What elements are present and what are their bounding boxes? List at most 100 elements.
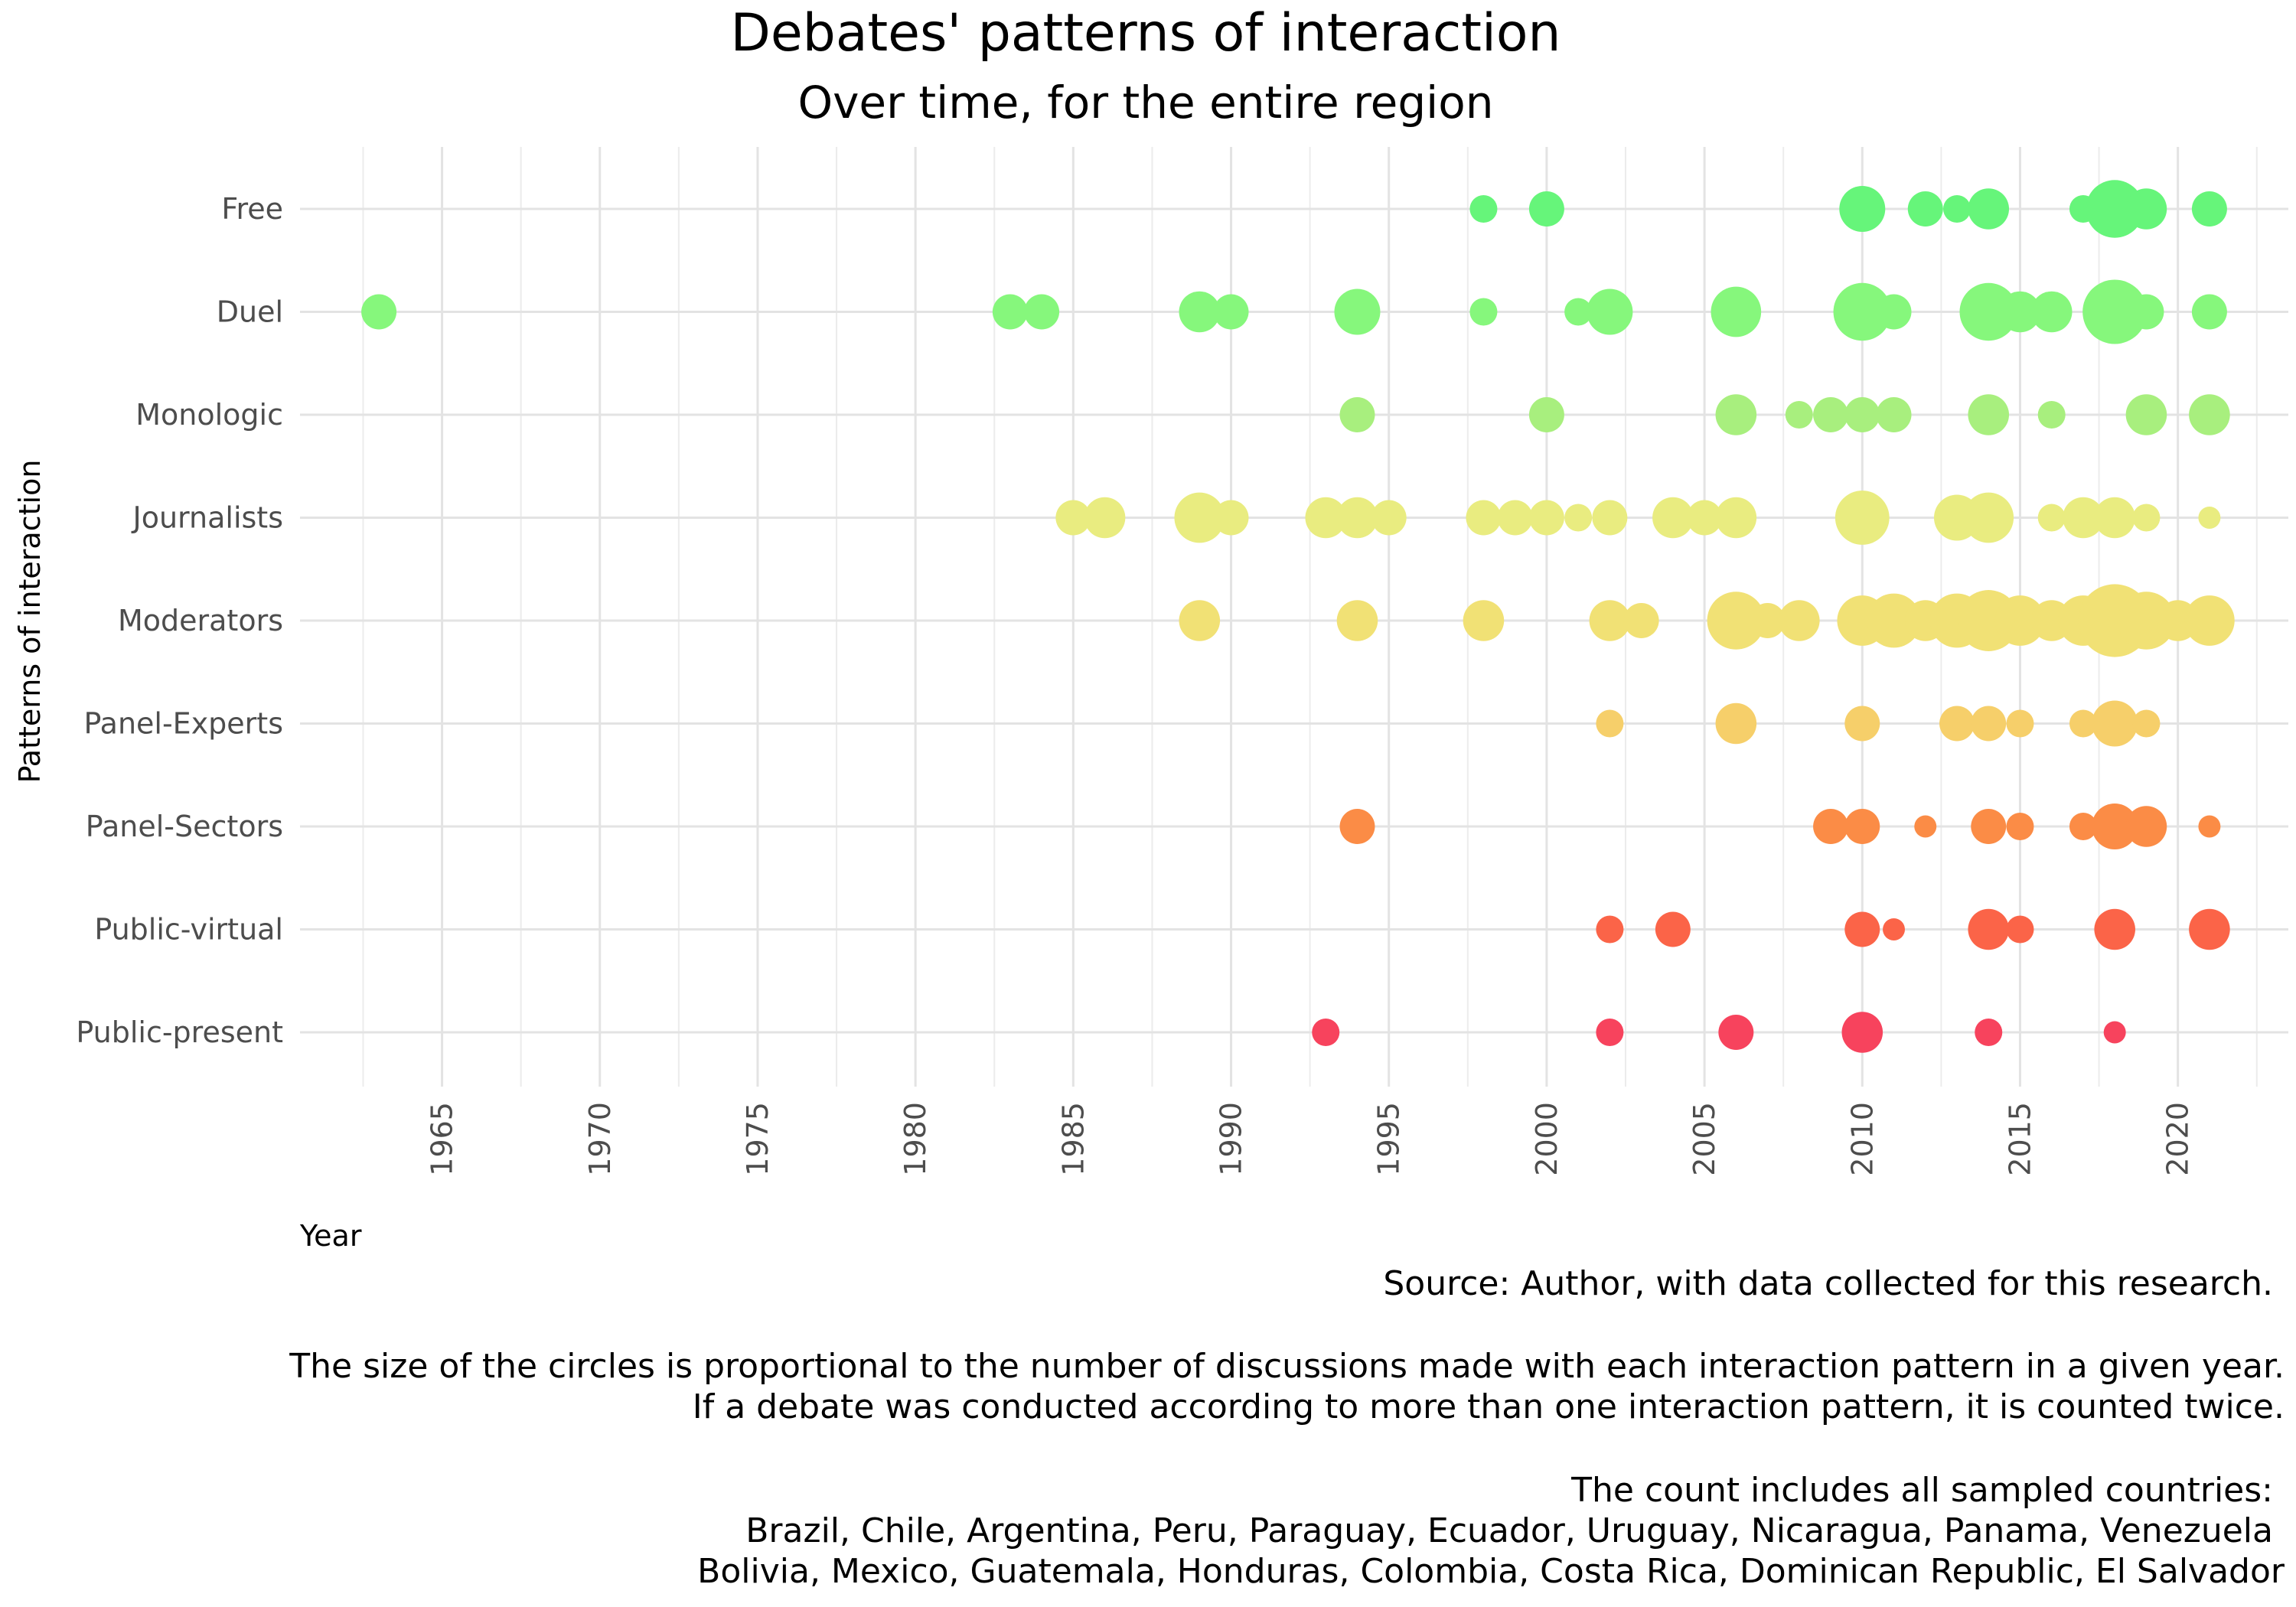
caption-size-note-2: If a debate was conducted according to m…	[693, 1387, 2285, 1426]
data-point	[1687, 500, 1723, 536]
data-point	[1339, 809, 1375, 844]
data-point	[1336, 600, 1378, 641]
data-point	[1779, 600, 1820, 641]
data-point	[1652, 497, 1694, 539]
data-point	[1715, 394, 1757, 435]
data-point	[1883, 918, 1906, 940]
data-point	[2006, 709, 2034, 738]
data-point	[1371, 500, 1407, 536]
data-point	[1528, 500, 1564, 536]
x-tick-label: 2005	[1688, 1102, 1721, 1176]
data-point	[1497, 500, 1533, 536]
y-tick-label: Panel-Sectors	[86, 810, 283, 843]
data-point	[1718, 1015, 1754, 1050]
data-point	[2094, 908, 2135, 950]
data-point	[2117, 592, 2176, 650]
caption: Source: Author, with data collected for …	[289, 1264, 2285, 1591]
y-tick-label: Free	[221, 192, 283, 226]
data-point	[2132, 709, 2161, 738]
data-point	[2030, 291, 2073, 333]
data-point	[1312, 1019, 1340, 1046]
y-tick-label: Public-present	[76, 1015, 283, 1049]
data-point	[1971, 809, 2007, 844]
data-point	[2037, 504, 2066, 532]
x-tick-label: 1965	[426, 1102, 459, 1176]
data-point	[2006, 915, 2034, 944]
x-tick-label: 1980	[899, 1102, 932, 1176]
caption-countries-1: Brazil, Chile, Argentina, Peru, Paraguay…	[745, 1511, 2273, 1550]
data-point	[1528, 191, 1564, 227]
chart-subtitle: Over time, for the entire region	[797, 77, 1493, 129]
data-point	[2125, 188, 2167, 230]
data-point	[1213, 500, 1249, 536]
data-point	[1592, 500, 1628, 536]
data-point	[1587, 288, 1633, 335]
data-point	[1939, 706, 1975, 742]
data-point	[1907, 191, 1943, 227]
data-point	[1968, 394, 2010, 435]
data-point	[1024, 294, 1060, 330]
data-point	[1213, 294, 1249, 330]
x-tick-label: 1985	[1056, 1102, 1090, 1176]
data-point	[2189, 908, 2230, 950]
data-point	[2082, 279, 2148, 344]
data-point	[1305, 497, 1347, 539]
data-point	[1055, 500, 1091, 536]
data-point	[1466, 500, 1502, 536]
data-point	[1833, 282, 1892, 341]
data-point	[1623, 603, 1659, 638]
data-point	[361, 294, 397, 330]
x-tick-label: 1990	[1215, 1102, 1248, 1176]
data-point	[1975, 1019, 2003, 1046]
data-point	[1564, 504, 1593, 532]
data-point	[2069, 813, 2097, 840]
data-point	[1943, 195, 1971, 223]
data-point	[1844, 809, 1880, 844]
data-point	[1339, 397, 1375, 432]
data-point	[2086, 180, 2144, 238]
data-point	[1813, 397, 1849, 432]
data-point	[1785, 401, 1813, 429]
x-tick-label: 1995	[1372, 1102, 1406, 1176]
data-point	[1963, 492, 2014, 543]
data-point	[1968, 908, 2010, 950]
data-point	[1715, 702, 1757, 745]
data-point	[1844, 397, 1880, 432]
data-point	[2069, 709, 2097, 738]
data-point	[2128, 294, 2164, 330]
data-point	[2191, 191, 2227, 227]
caption-size-note-1: The size of the circles is proportional …	[289, 1347, 2285, 1386]
data-point	[2132, 504, 2161, 532]
data-point	[1469, 195, 1498, 223]
y-axis-tick-labels: Free Duel Monologic Journalists Moderators Pa…	[76, 192, 283, 1049]
data-point	[1564, 298, 1593, 326]
data-point	[1844, 911, 1880, 947]
data-point	[1334, 288, 1381, 335]
data-point	[2198, 507, 2221, 529]
data-point	[1596, 915, 1624, 944]
data-point	[2184, 595, 2235, 646]
x-tick-label: 1975	[741, 1102, 775, 1176]
data-point	[2125, 806, 2167, 847]
data-point	[2189, 394, 2230, 435]
caption-source: Source: Author, with data collected for …	[1383, 1264, 2273, 1303]
data-point	[1596, 1019, 1624, 1046]
y-tick-label: Public-virtual	[94, 913, 283, 947]
data-point	[2094, 497, 2135, 539]
data-point	[2092, 804, 2138, 849]
data-point	[1841, 1012, 1883, 1053]
data-point	[1336, 497, 1378, 539]
data-point	[1528, 397, 1564, 432]
data-points	[361, 180, 2235, 1053]
data-point	[1179, 600, 1221, 641]
data-point	[2037, 401, 2066, 429]
data-point	[2198, 815, 2221, 838]
data-point	[1959, 282, 2017, 341]
data-point	[2191, 294, 2227, 330]
data-point	[1463, 600, 1505, 641]
x-axis-label: Year	[299, 1219, 362, 1253]
data-point	[1914, 815, 1937, 838]
data-point	[1655, 911, 1691, 947]
data-point	[1179, 291, 1221, 333]
